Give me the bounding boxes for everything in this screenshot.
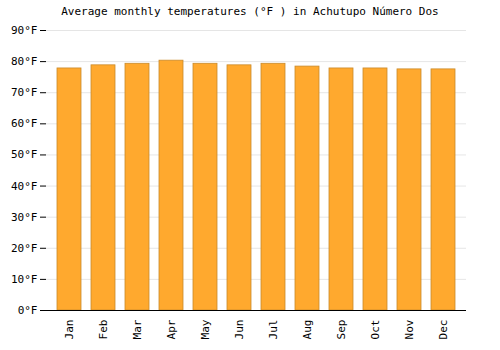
svg-text:Apr: Apr <box>165 319 178 339</box>
svg-text:May: May <box>199 319 212 339</box>
svg-text:90°F: 90°F <box>11 24 38 37</box>
svg-text:0°F: 0°F <box>18 304 38 317</box>
svg-text:Feb: Feb <box>97 320 110 340</box>
svg-text:Dec: Dec <box>437 320 450 340</box>
svg-text:70°F: 70°F <box>11 86 38 99</box>
svg-text:60°F: 60°F <box>11 117 38 130</box>
svg-text:20°F: 20°F <box>11 242 38 255</box>
svg-text:30°F: 30°F <box>11 211 38 224</box>
svg-text:Aug: Aug <box>301 320 314 340</box>
svg-text:Jan: Jan <box>63 320 76 340</box>
svg-text:Oct: Oct <box>369 320 382 340</box>
html-text:Average monthly temperatures (: Average monthly temperatures (°F ) in Ac… <box>61 5 439 18</box>
svg-text:40°F: 40°F <box>11 180 38 193</box>
svg-text:Sep: Sep <box>335 320 348 340</box>
svg-text:Jul: Jul <box>267 320 280 340</box>
svg-text:Nov: Nov <box>403 319 416 339</box>
svg-text:50°F: 50°F <box>11 148 38 161</box>
svg-text:Jun: Jun <box>233 320 246 340</box>
svg-text:10°F: 10°F <box>11 273 38 286</box>
svg-text:Mar: Mar <box>131 319 144 339</box>
svg-text:80°F: 80°F <box>11 55 38 68</box>
